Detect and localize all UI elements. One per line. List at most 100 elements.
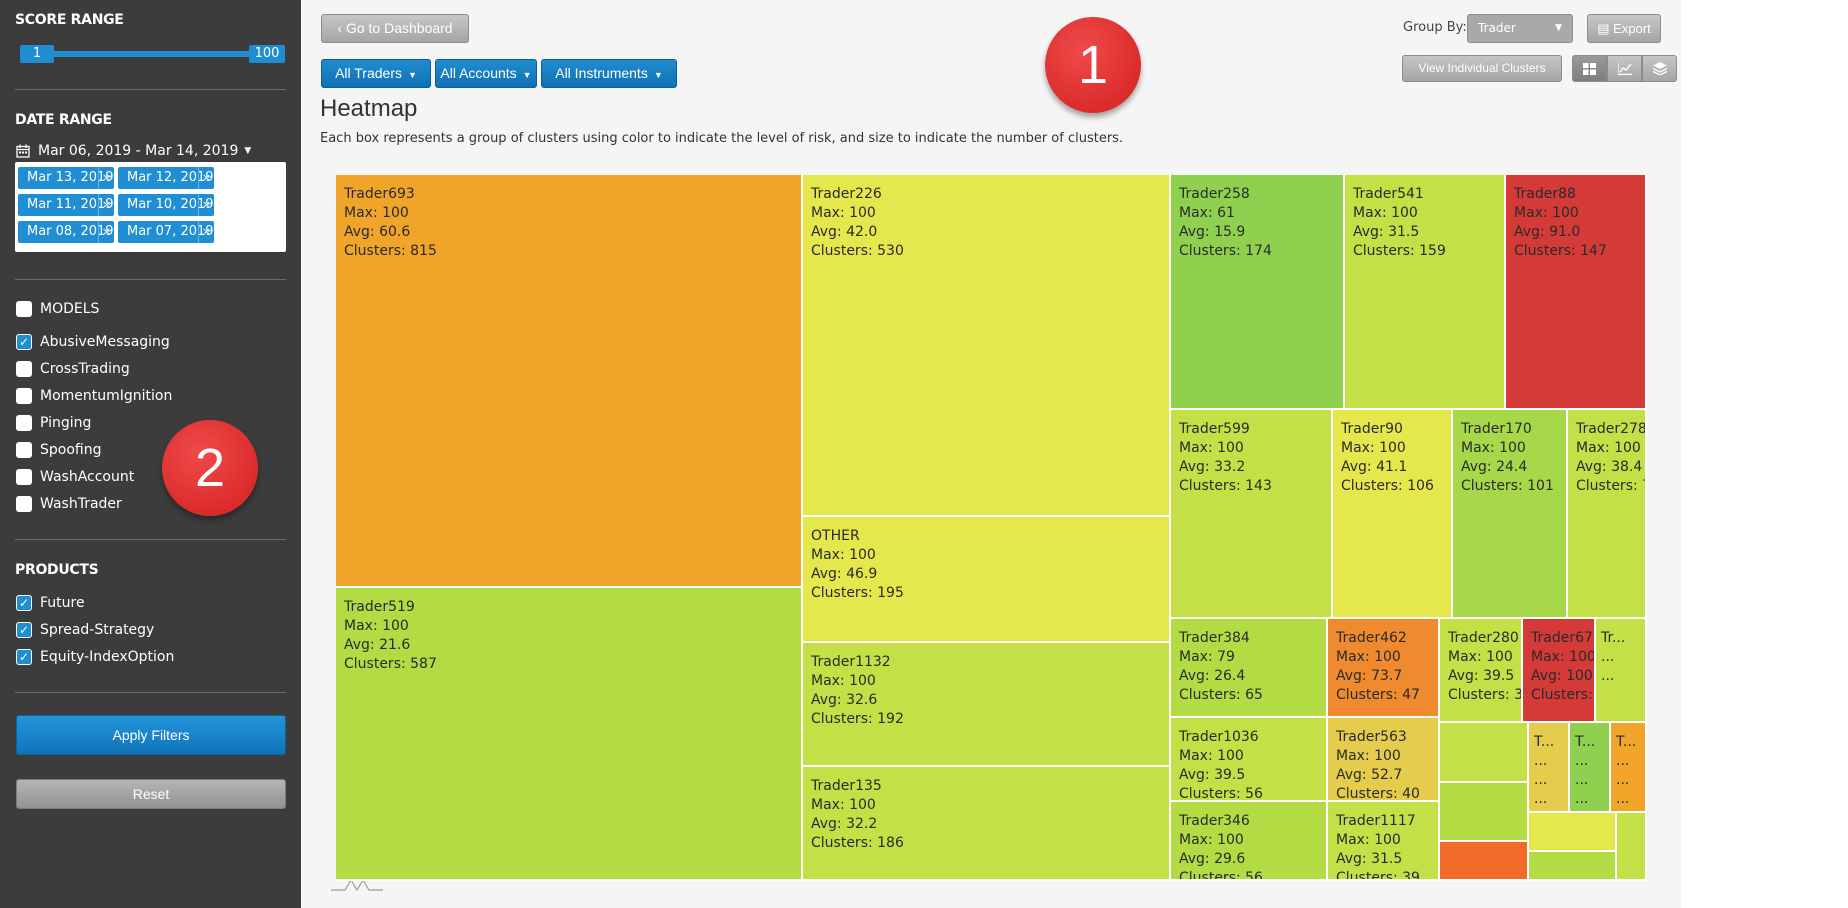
cell-max: Max: 100 [1341, 440, 1406, 456]
page-margin [1681, 0, 1848, 908]
heatmap-cell[interactable]: Trader673 Max: 100 Avg: 100.0 Clusters: ... [1523, 619, 1596, 723]
heatmap-cell[interactable]: Trader519 Max: 100 Avg: 21.6 Clusters: 587 [336, 588, 803, 881]
cell-clusters: Clusters: 143 [1179, 478, 1272, 494]
score-max-handle[interactable]: 100 [249, 45, 285, 63]
heatmap-cell[interactable]: Trader280 Max: 100 Avg: 39.5 Clusters: 36 [1440, 619, 1523, 723]
heatmap-cell[interactable]: Trader1117 Max: 100 Avg: 31.5 Clusters: 39 [1328, 802, 1440, 881]
checkbox-checked[interactable]: ✓ [16, 649, 32, 665]
heatmap-cell[interactable]: Trader170 Max: 100 Avg: 24.4 Clusters: 101 [1453, 410, 1568, 619]
heatmap-cell[interactable]: Trader563 Max: 100 Avg: 52.7 Clusters: 40 [1328, 718, 1440, 802]
heatmap-cell[interactable]: OTHER Max: 100 Avg: 46.9 Clusters: 195 [803, 517, 1171, 643]
remove-tag-icon[interactable]: × [198, 194, 214, 216]
all-traders-dropdown[interactable]: All Traders ▼ [321, 59, 431, 88]
score-range-slider[interactable] [24, 51, 264, 57]
heatmap-cell[interactable]: T............ [1570, 723, 1611, 813]
callout-badge: 1 [1045, 17, 1141, 113]
remove-tag-icon[interactable]: × [198, 221, 214, 243]
remove-tag-icon[interactable]: × [98, 221, 114, 243]
cell-name: Tr... [1601, 630, 1626, 646]
checkbox[interactable] [16, 388, 32, 404]
cell-avg: Avg: 32.6 [811, 692, 878, 708]
view-individual-clusters-button[interactable]: View Individual Clusters [1402, 55, 1562, 82]
checkbox[interactable] [16, 496, 32, 512]
cell-max: Max: 100 [344, 618, 409, 634]
product-future[interactable]: ✓ Future [16, 594, 85, 612]
model-spoofing[interactable]: Spoofing [16, 441, 101, 459]
cell-clusters: Clusters: 77 [1576, 478, 1645, 494]
cell-max: Max: 100 [1336, 832, 1401, 848]
heatmap-cell[interactable]: T............ [1611, 723, 1647, 813]
checkbox[interactable] [16, 442, 32, 458]
date-range-heading: DATE RANGE [15, 112, 112, 128]
export-button[interactable]: ▤ Export [1587, 14, 1661, 43]
checkbox[interactable] [16, 361, 32, 377]
cell-clusters: Clusters: 56 [1179, 870, 1263, 881]
products-heading: PRODUCTS [15, 562, 99, 578]
group-by-select[interactable]: Trader ▼ [1467, 14, 1573, 43]
heatmap-cell[interactable]: Trader599 Max: 100 Avg: 33.2 Clusters: 143 [1171, 410, 1333, 619]
cell-avg: Avg: 15.9 [1179, 224, 1246, 240]
score-min-handle[interactable]: 1 [20, 45, 54, 63]
heatmap-cell[interactable]: Trader258 Max: 61 Avg: 15.9 Clusters: 174 [1171, 175, 1345, 410]
model-abusivemessaging[interactable]: ✓ AbusiveMessaging [16, 333, 170, 351]
apply-filters-button[interactable]: Apply Filters [16, 715, 286, 755]
all-instruments-dropdown[interactable]: All Instruments ▼ [541, 59, 677, 88]
heatmap-cell[interactable]: Trader541 Max: 100 Avg: 31.5 Clusters: 159 [1345, 175, 1506, 410]
export-label: Export [1613, 21, 1651, 36]
cell-name: Trader693 [344, 186, 415, 202]
date-range-picker[interactable]: Mar 06, 2019 - Mar 14, 2019 ▼ [16, 142, 251, 160]
heatmap-cell[interactable] [1440, 842, 1529, 881]
heatmap-cell[interactable] [1617, 813, 1647, 881]
heatmap-cell[interactable]: T............ [1529, 723, 1570, 813]
remove-tag-icon[interactable]: × [98, 194, 114, 216]
model-washaccount[interactable]: WashAccount [16, 468, 134, 486]
grid-view-toggle[interactable] [1572, 55, 1607, 82]
reset-button[interactable]: Reset [16, 779, 286, 809]
checkbox[interactable] [16, 301, 32, 317]
checkbox-checked[interactable]: ✓ [16, 622, 32, 638]
remove-tag-icon[interactable]: × [98, 167, 114, 189]
remove-tag-icon[interactable]: × [198, 167, 214, 189]
all-accounts-dropdown[interactable]: All Accounts ▼ [435, 59, 537, 88]
heatmap-cell[interactable]: Trader1036 Max: 100 Avg: 39.5 Clusters: 56 [1171, 718, 1328, 802]
go-to-dashboard-button[interactable]: ‹ Go to Dashboard [321, 14, 469, 43]
heatmap-cell[interactable] [1440, 723, 1529, 783]
heatmap-cell[interactable]: Trader88 Max: 100 Avg: 91.0 Clusters: 147 [1506, 175, 1647, 410]
model-momentumignition[interactable]: MomentumIgnition [16, 387, 172, 405]
heatmap-cell[interactable]: Trader384 Max: 79 Avg: 26.4 Clusters: 65 [1171, 619, 1328, 718]
model-washtrader[interactable]: WashTrader [16, 495, 122, 513]
cell-clusters: Clusters: 192 [811, 711, 904, 727]
checkbox[interactable] [16, 415, 32, 431]
models-select-all[interactable]: MODELS [16, 300, 99, 318]
chart-view-toggle[interactable] [1607, 55, 1642, 82]
checkbox[interactable] [16, 469, 32, 485]
date-tag: Mar 11, 2019 × [18, 194, 114, 216]
heatmap-cell[interactable] [1529, 852, 1617, 881]
heatmap-cell[interactable]: Trader226 Max: 100 Avg: 42.0 Clusters: 530 [803, 175, 1171, 517]
cell-max: ... [1575, 753, 1589, 769]
heatmap-cell[interactable]: Trader1132 Max: 100 Avg: 32.6 Clusters: 192 [803, 643, 1171, 767]
layers-view-toggle[interactable] [1642, 55, 1677, 82]
product-label: Future [40, 595, 85, 611]
checkbox-checked[interactable]: ✓ [16, 334, 32, 350]
heatmap-cell[interactable]: Trader693 Max: 100 Avg: 60.6 Clusters: 815 [336, 175, 803, 588]
heatmap-cell[interactable]: Tr......... [1596, 619, 1647, 723]
heatmap-cell[interactable]: Trader346 Max: 100 Avg: 29.6 Clusters: 56 [1171, 802, 1328, 881]
heatmap-cell[interactable]: Trader278 Max: 100 Avg: 38.4 Clusters: 77 [1568, 410, 1647, 619]
product-spread-strategy[interactable]: ✓ Spread-Strategy [16, 621, 154, 639]
heatmap-cell[interactable] [1529, 813, 1617, 852]
cell-name: Trader673 [1531, 630, 1596, 646]
product-equity-indexoption[interactable]: ✓ Equity-IndexOption [16, 648, 174, 666]
heatmap-cell[interactable]: Trader90 Max: 100 Avg: 41.1 Clusters: 106 [1333, 410, 1453, 619]
model-pinging[interactable]: Pinging [16, 414, 91, 432]
divider [15, 539, 286, 540]
cell-avg: Avg: 39.5 [1179, 767, 1246, 783]
heatmap-cell[interactable]: Trader462 Max: 100 Avg: 73.7 Clusters: 47 [1328, 619, 1440, 718]
date-tag-box[interactable]: Mar 13, 2019 × Mar 12, 2019 × Mar 11, 20… [15, 162, 286, 252]
cell-name: OTHER [811, 528, 860, 544]
heatmap-cell[interactable] [1440, 783, 1529, 842]
model-crosstrading[interactable]: CrossTrading [16, 360, 130, 378]
checkbox-checked[interactable]: ✓ [16, 595, 32, 611]
cell-max: ... [1616, 753, 1630, 769]
heatmap-cell[interactable]: Trader135 Max: 100 Avg: 32.2 Clusters: 186 [803, 767, 1171, 881]
